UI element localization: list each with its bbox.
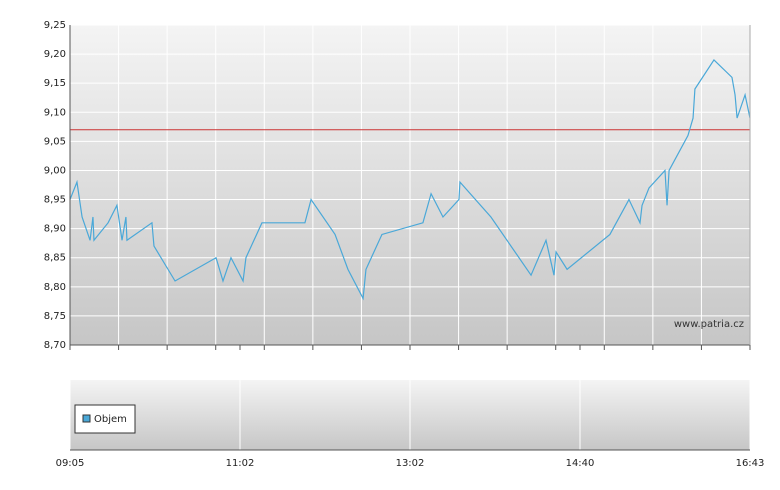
watermark: www.patria.cz — [674, 319, 744, 330]
layer: 8,70 8,75 8,80 8,85 8,90 8,95 9,00 9,05 9,10 9,15… — [44, 20, 765, 469]
x-tick-label: 14:40 — [566, 458, 595, 469]
y-tick-label: 9,10 — [44, 107, 66, 118]
legend-label: Objem — [94, 414, 127, 425]
x-tick-label: 09:05 — [56, 458, 85, 469]
y-tick-label: 9,20 — [44, 49, 66, 60]
y-tick-label: 9,05 — [44, 136, 66, 147]
legend-swatch — [82, 414, 91, 423]
y-tick-label: 9,25 — [44, 20, 66, 31]
y-tick-label: 8,95 — [44, 195, 66, 206]
y-tick-label: 8,90 — [44, 224, 66, 235]
legend: Objem — [74, 404, 136, 434]
y-tick-label: 9,00 — [44, 165, 66, 176]
y-tick-label: 8,80 — [44, 282, 66, 293]
x-tick-label: 11:02 — [226, 458, 255, 469]
y-tick-label: 9,15 — [44, 78, 66, 89]
x-tick-label: 13:02 — [396, 458, 425, 469]
price-line — [69, 58, 751, 301]
x-tick-label: 16:43 — [736, 458, 765, 469]
y-tick-label: 8,70 — [44, 340, 66, 351]
y-tick-label: 8,85 — [44, 253, 66, 264]
y-tick-label: 8,75 — [44, 311, 66, 322]
